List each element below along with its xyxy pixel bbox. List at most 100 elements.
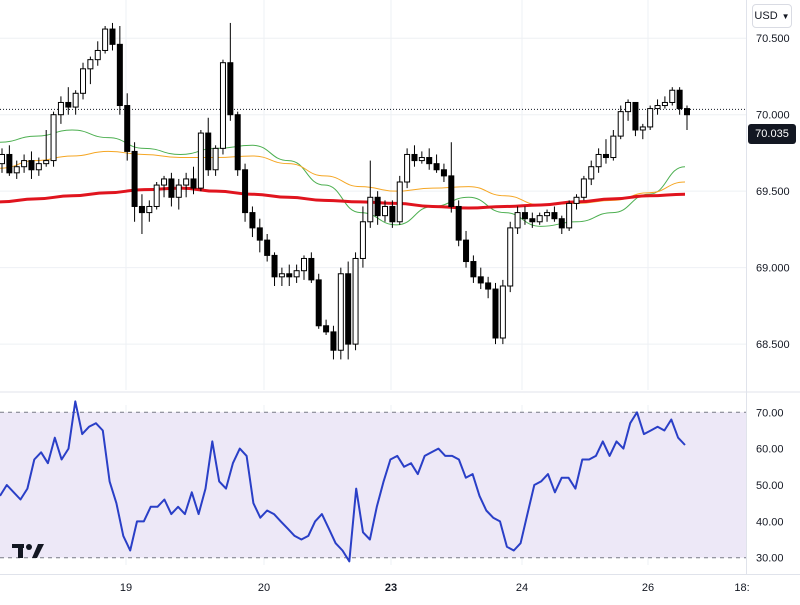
rsi-background-band: [0, 412, 746, 558]
candle-body: [374, 196, 381, 217]
current-price-label: 70.035: [748, 124, 796, 144]
candle-body: [639, 126, 646, 131]
candle-body: [256, 227, 263, 241]
moving-average-short-line: [0, 129, 686, 227]
candle-body: [632, 101, 639, 131]
rsi-indicator: [0, 400, 686, 563]
time-tick-label: 19: [120, 582, 132, 594]
candle-body: [315, 279, 322, 327]
candle-body: [426, 157, 433, 165]
candle-body: [0, 153, 5, 165]
candle-body: [477, 276, 484, 284]
candle-body: [617, 111, 624, 137]
candle-body: [433, 163, 440, 171]
candle-body: [661, 101, 668, 107]
time-tick-label: 26: [642, 582, 654, 594]
candle-body: [676, 89, 683, 110]
candle-body: [28, 160, 35, 171]
time-tick-label: 20: [258, 582, 270, 594]
rsi-tick-label: 60.00: [756, 444, 784, 456]
chevron-down-icon: ▼: [781, 11, 790, 21]
candle-body: [293, 270, 300, 278]
candle-body: [168, 178, 175, 198]
candle-body: [529, 218, 536, 223]
candle-body: [499, 285, 506, 339]
rsi-tick-label: 40.00: [756, 516, 784, 528]
candle-body: [308, 257, 315, 281]
currency-label: USD: [754, 10, 778, 22]
candle-body: [684, 108, 690, 116]
candle-body: [323, 325, 330, 333]
candle-body: [161, 178, 168, 186]
candle-body: [183, 178, 190, 186]
moving-average-long-line: [0, 186, 686, 210]
candle-body: [625, 101, 632, 113]
candle-body: [455, 205, 462, 241]
candle-body: [588, 166, 595, 180]
candle-body: [190, 178, 197, 189]
candle-body: [507, 227, 514, 287]
candle-body: [131, 150, 138, 207]
candle-body: [278, 273, 285, 278]
candle-body: [57, 101, 64, 116]
candle-body: [610, 135, 617, 159]
candle-body: [470, 261, 477, 278]
candle-body: [602, 153, 609, 159]
candle-body: [337, 273, 344, 351]
candle-body: [389, 205, 396, 223]
candle-body: [212, 147, 219, 171]
candle-body: [558, 218, 565, 229]
candle-body: [485, 282, 492, 290]
candle-body: [94, 49, 101, 61]
candle-body: [65, 101, 72, 108]
candle-body: [492, 288, 499, 339]
candle-body: [544, 212, 551, 217]
candle-body: [521, 212, 528, 220]
candle-body: [264, 239, 271, 256]
candle-body: [80, 68, 87, 94]
candle-body: [43, 160, 50, 165]
candle-body: [124, 105, 131, 152]
price-tick-label: 70.000: [756, 110, 790, 122]
time-tick-label: 18:: [734, 582, 749, 594]
candle-body: [286, 273, 293, 278]
price-tick-label: 68.500: [756, 339, 790, 351]
candle-body: [242, 169, 249, 214]
candle-body: [367, 196, 374, 223]
candle-body: [87, 59, 94, 70]
candle-body: [345, 273, 352, 345]
moving-averages: [0, 129, 686, 227]
candle-body: [551, 212, 558, 220]
candle-body: [396, 181, 403, 223]
candle-body: [573, 196, 580, 204]
axes: 70.500 70.000 69.500 69.000 68.500 19 20 23 24 26…: [120, 33, 790, 594]
candles: [0, 22, 690, 360]
rsi-band: [0, 411, 746, 559]
candle-body: [138, 205, 145, 214]
candle-body: [175, 184, 182, 198]
candle-body: [404, 153, 411, 183]
candle-body: [50, 114, 57, 162]
candle-body: [271, 254, 278, 278]
candle-body: [382, 205, 389, 217]
tradingview-logo-icon[interactable]: [12, 542, 44, 560]
candle-body: [227, 62, 234, 116]
price-tick-label: 69.500: [756, 186, 790, 198]
currency-selector[interactable]: USD ▼: [752, 4, 792, 28]
time-tick-label: 24: [516, 582, 528, 594]
candle-body: [330, 331, 337, 351]
candle-body: [514, 212, 521, 229]
rsi-tick-label: 70.00: [756, 407, 784, 419]
candle-body: [197, 132, 204, 189]
candle-body: [249, 212, 256, 229]
candle-body: [566, 202, 573, 229]
candle-body: [300, 257, 307, 272]
candle-body: [72, 92, 79, 108]
candle-body: [411, 153, 418, 162]
candle-body: [580, 178, 587, 198]
candle-body: [146, 205, 153, 214]
candle-body: [234, 114, 241, 171]
candle-body: [669, 89, 676, 103]
